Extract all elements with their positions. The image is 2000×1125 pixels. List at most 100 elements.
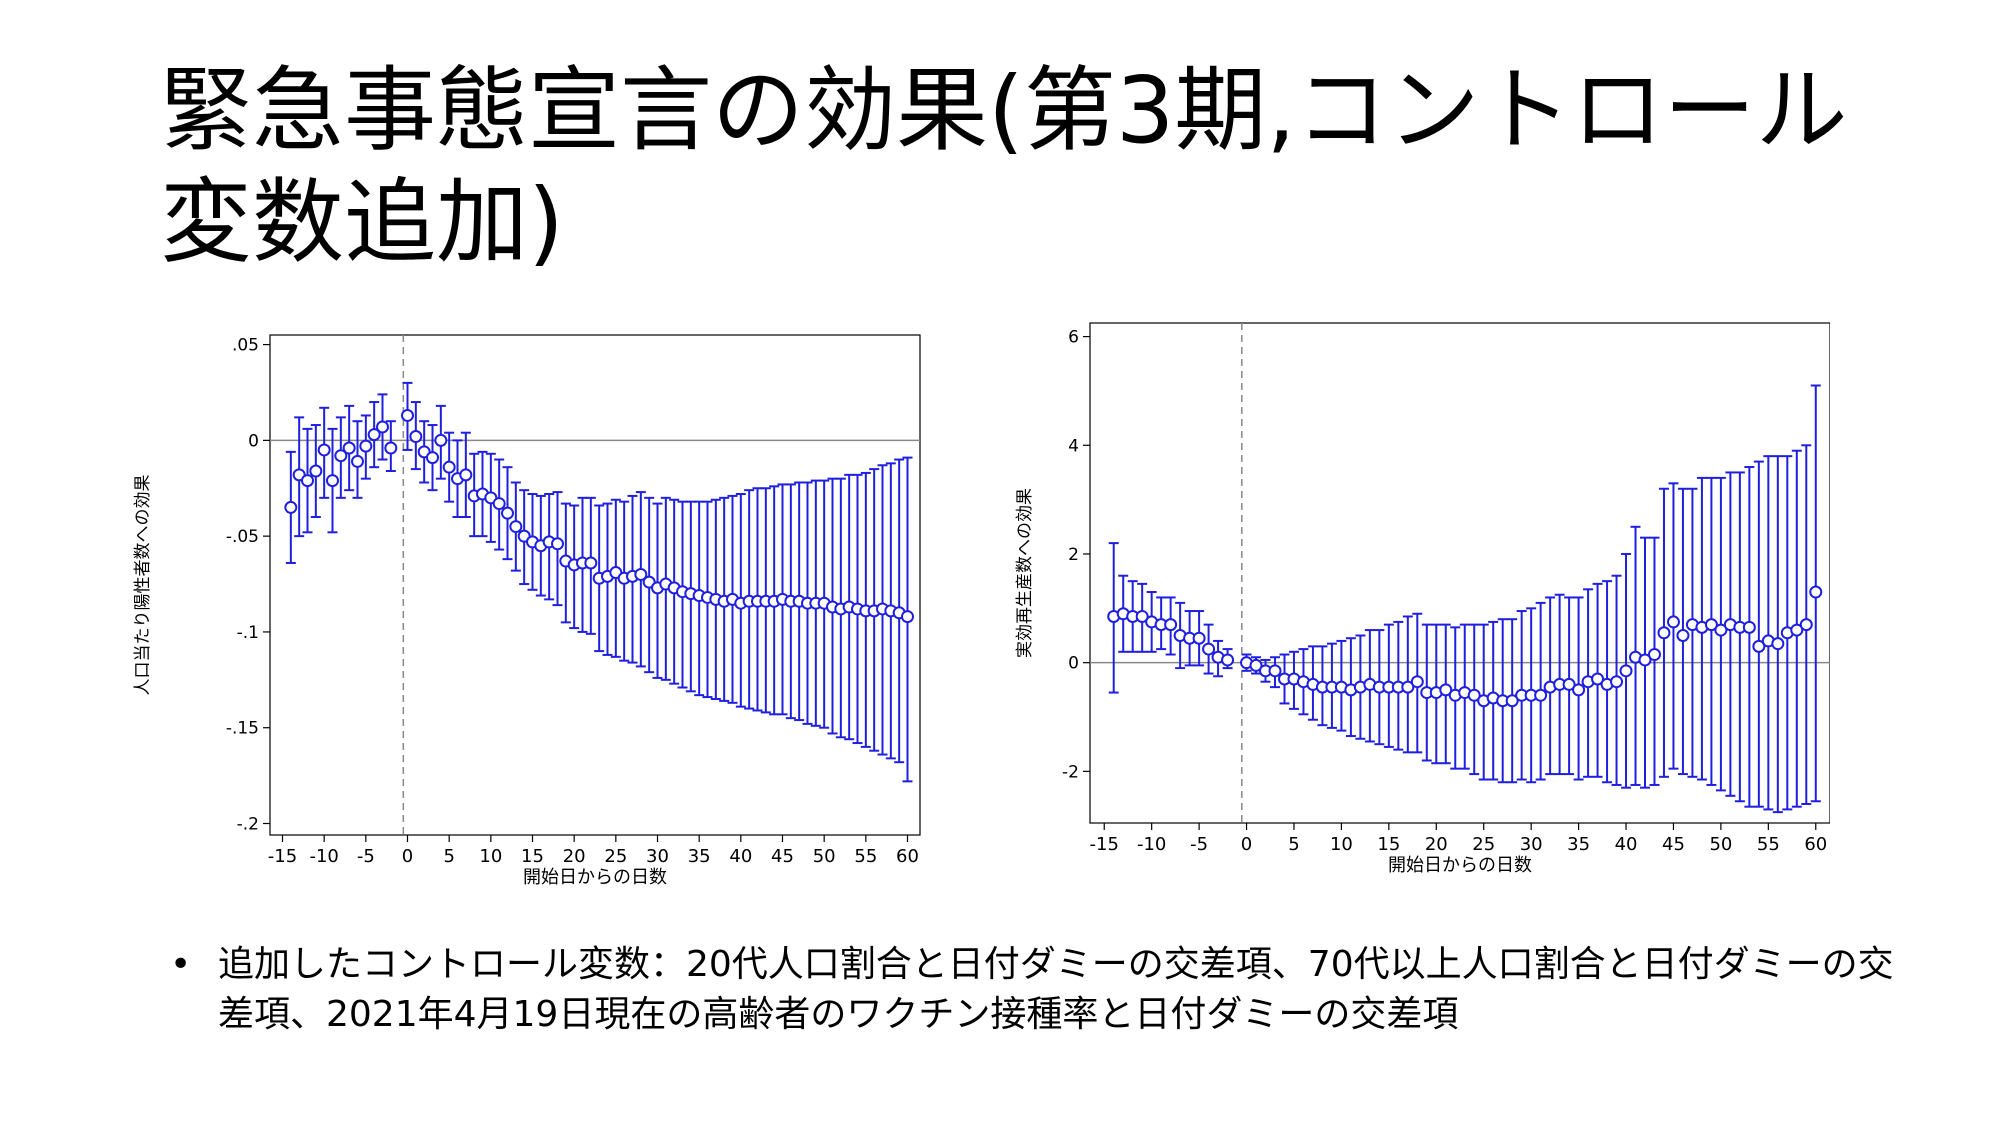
chart0-x-tick-label: 60 xyxy=(896,846,919,867)
chart0-point xyxy=(509,520,523,534)
slide-title: 緊急事態宣言の効果(第3期,コントロール変数追加) xyxy=(160,57,1848,276)
chart0-point xyxy=(459,468,473,482)
chart1-point xyxy=(1799,618,1813,632)
chart1-point xyxy=(1742,620,1756,634)
chart0-point xyxy=(584,556,598,570)
chart1-x-tick-label: 35 xyxy=(1567,834,1590,855)
chart1-x-tick-label: -5 xyxy=(1190,834,1208,855)
chart0-x-tick-label: 20 xyxy=(563,846,586,867)
chart0-y-tick-label: -.15 xyxy=(226,719,259,739)
chart0-point xyxy=(326,474,339,488)
chart1-x-tick-label: 25 xyxy=(1472,834,1495,855)
chart0-point xyxy=(501,506,514,520)
chart0-x-tick-label: -15 xyxy=(268,846,297,867)
chart0-point xyxy=(492,497,506,511)
chart0-x-tick-label: 50 xyxy=(813,846,836,867)
chart1-y-tick-label: -2 xyxy=(1062,762,1079,782)
chart0-x-tick-label: 30 xyxy=(646,846,669,867)
chart0-point xyxy=(334,449,348,463)
chart-positive-cases-effect: .05 0 -.05 -.1 -.15 -.2 -15 -10 -5 0 5 10 15 20 25 30 35… xyxy=(133,334,921,888)
chart0-point xyxy=(359,439,373,453)
chart1-y-axis-title: 実効再生産数への効果 xyxy=(1015,488,1035,658)
chart1-point xyxy=(1268,664,1282,678)
chart0-x-tick-label: -5 xyxy=(357,846,375,867)
chart1-point xyxy=(1164,618,1178,632)
chart1-point xyxy=(1410,675,1424,689)
chart0-point xyxy=(409,430,423,444)
chart0-point xyxy=(401,408,414,422)
chart0-y-axis-title: 人口当たり陽性者数への効果 xyxy=(133,475,153,696)
chart1-x-tick-label: 5 xyxy=(1288,834,1299,855)
chart1-point xyxy=(1676,629,1690,642)
chart0-x-axis-title: 開始日からの日数 xyxy=(523,867,667,888)
chart1-plot-frame xyxy=(1089,322,1830,824)
chart1-y-tick-label: 2 xyxy=(1068,545,1079,565)
chart0-point xyxy=(317,443,331,457)
chart0-point xyxy=(351,454,364,468)
chart0-point xyxy=(434,433,448,447)
chart0-point xyxy=(551,537,564,551)
bullet-text: 追加したコントロール変数：20代人口割合と日付ダミーの交差項、70代以上人口割合… xyxy=(218,944,1894,1035)
chart1-point xyxy=(1771,637,1785,651)
chart0-x-tick-label: 45 xyxy=(771,846,794,867)
chart1-point xyxy=(1249,658,1263,672)
chart0-y-tick-label: .05 xyxy=(232,336,259,356)
chart1-point xyxy=(1202,642,1216,656)
chart1-x-tick-label: 20 xyxy=(1425,834,1448,855)
chart1-x-tick-label: -10 xyxy=(1137,834,1166,855)
chart1-x-tick-label: 60 xyxy=(1804,834,1827,855)
control-variables-note: • 追加したコントロール変数：20代人口割合と日付ダミーの交差項、70代以上人口… xyxy=(170,940,1920,1040)
chart1-x-tick-label: 55 xyxy=(1757,834,1780,855)
chart0-point xyxy=(442,460,456,474)
chart1-x-tick-label: -15 xyxy=(1090,834,1119,855)
chart1-point xyxy=(1591,672,1605,686)
chart0-x-tick-label: 15 xyxy=(521,846,544,867)
chart1-point xyxy=(1534,688,1548,702)
chart0-point xyxy=(367,428,381,442)
chart0-point xyxy=(634,567,648,581)
chart0-point xyxy=(342,441,356,455)
chart0-x-tick-label: 10 xyxy=(479,846,502,867)
chart0-point xyxy=(284,500,298,514)
chart1-point xyxy=(1439,683,1453,697)
chart1-x-tick-label: 0 xyxy=(1241,834,1252,855)
chart1-y-tick-label: 6 xyxy=(1068,328,1079,348)
chart1-point xyxy=(1638,653,1652,667)
bullet-marker: • xyxy=(170,944,192,985)
chart0-y-tick-label: -.2 xyxy=(237,815,259,835)
chart0-point xyxy=(301,474,314,488)
chart1-point xyxy=(1657,626,1671,640)
chart0-y-tick-label: -.05 xyxy=(226,527,259,547)
chart1-point xyxy=(1401,680,1415,694)
chart1-point xyxy=(1752,639,1766,653)
chart0-x-tick-label: 55 xyxy=(854,846,877,867)
chart0-x-tick-label: 35 xyxy=(688,846,711,867)
chart1-x-tick-label: 30 xyxy=(1520,834,1543,855)
chart0-point xyxy=(384,441,398,455)
chart1-x-axis-title: 開始日からの日数 xyxy=(1388,855,1532,876)
chart0-point xyxy=(309,464,323,478)
chart0-x-tick-label: -10 xyxy=(309,846,338,867)
chart1-y-tick-label: 4 xyxy=(1068,436,1079,456)
chart0-x-tick-label: 0 xyxy=(402,846,413,867)
chart0-x-tick-label: 5 xyxy=(443,846,454,867)
chart1-point xyxy=(1714,623,1728,637)
chart1-point xyxy=(1505,694,1519,708)
chart1-point xyxy=(1192,631,1206,645)
chart0-x-tick-label: 25 xyxy=(604,846,627,867)
chart0-y-tick-label: -.1 xyxy=(237,623,259,643)
chart1-point xyxy=(1647,648,1661,662)
chart0-y-tick-label: 0 xyxy=(248,431,259,451)
chart0-plot-frame xyxy=(269,334,921,836)
chart1-x-tick-label: 40 xyxy=(1615,834,1638,855)
chart1-point xyxy=(1619,664,1633,678)
chart1-point xyxy=(1135,609,1149,623)
chart0-point xyxy=(426,451,439,465)
chart1-x-tick-label: 15 xyxy=(1377,834,1400,855)
chart1-point xyxy=(1704,618,1718,632)
chart1-point xyxy=(1790,623,1804,637)
chart1-x-tick-label: 45 xyxy=(1662,834,1685,855)
chart1-point xyxy=(1572,683,1586,697)
chart0-x-tick-label: 40 xyxy=(729,846,752,867)
